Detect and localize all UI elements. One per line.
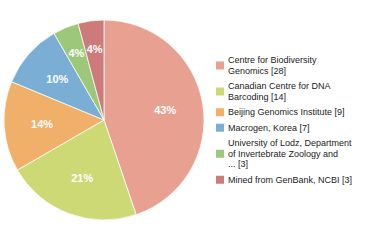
- legend: Centre for BiodiversityGenomics [28] Cana…: [216, 55, 352, 185]
- legend-item: University of Lodz, Departmentof Inverte…: [216, 138, 352, 169]
- legend-label-line: Centre for Biodiversity: [228, 55, 317, 65]
- data-label: 43%: [154, 104, 176, 116]
- data-label: 10%: [46, 73, 68, 85]
- legend-item: Centre for BiodiversityGenomics [28]: [216, 55, 317, 76]
- legend-label: University of Lodz, Departmentof Inverte…: [228, 138, 352, 169]
- legend-item: Macrogen, Korea [7]: [216, 123, 310, 133]
- legend-label: Macrogen, Korea [7]: [228, 123, 310, 133]
- data-label: 14%: [31, 118, 53, 130]
- legend-label-line: Mined from GenBank, NCBI [3]: [228, 175, 352, 185]
- legend-label: Beijing Genomics Institute [9]: [228, 107, 345, 117]
- legend-label-line: Genomics [28]: [228, 66, 286, 76]
- legend-label-line: University of Lodz, Department: [228, 138, 352, 148]
- data-label: 21%: [71, 172, 93, 184]
- legend-item: Mined from GenBank, NCBI [3]: [216, 175, 352, 185]
- legend-label-line: Macrogen, Korea [7]: [228, 123, 310, 133]
- legend-swatch: [216, 62, 224, 70]
- data-labels: 43% 21% 14% 10% 4%4%: [31, 43, 176, 184]
- legend-label: Mined from GenBank, NCBI [3]: [228, 175, 352, 185]
- legend-swatch: [216, 176, 224, 184]
- data-label: 4%: [68, 47, 84, 59]
- legend-label: Canadian Centre for DNABarcoding [14]: [228, 81, 331, 102]
- legend-swatch: [216, 108, 224, 116]
- legend-label-line: ... [3]: [228, 159, 248, 169]
- legend-item: Beijing Genomics Institute [9]: [216, 107, 345, 117]
- legend-label-line: Barcoding [14]: [228, 92, 286, 102]
- legend-swatch: [216, 88, 224, 96]
- data-label: 4%: [87, 43, 103, 55]
- legend-swatch: [216, 150, 224, 158]
- chart: 43% 21% 14% 10% 4%4% Centre for BiodiversityG…: [0, 0, 380, 240]
- legend-item: Canadian Centre for DNABarcoding [14]: [216, 81, 331, 102]
- legend-label: Centre for BiodiversityGenomics [28]: [228, 55, 317, 76]
- slice: [78, 20, 104, 120]
- legend-label-line: of Invertebrate Zoology and: [228, 149, 338, 159]
- legend-swatch: [216, 124, 224, 132]
- legend-label-line: Canadian Centre for DNA: [228, 81, 331, 91]
- pie: [4, 20, 204, 220]
- legend-label-line: Beijing Genomics Institute [9]: [228, 107, 345, 117]
